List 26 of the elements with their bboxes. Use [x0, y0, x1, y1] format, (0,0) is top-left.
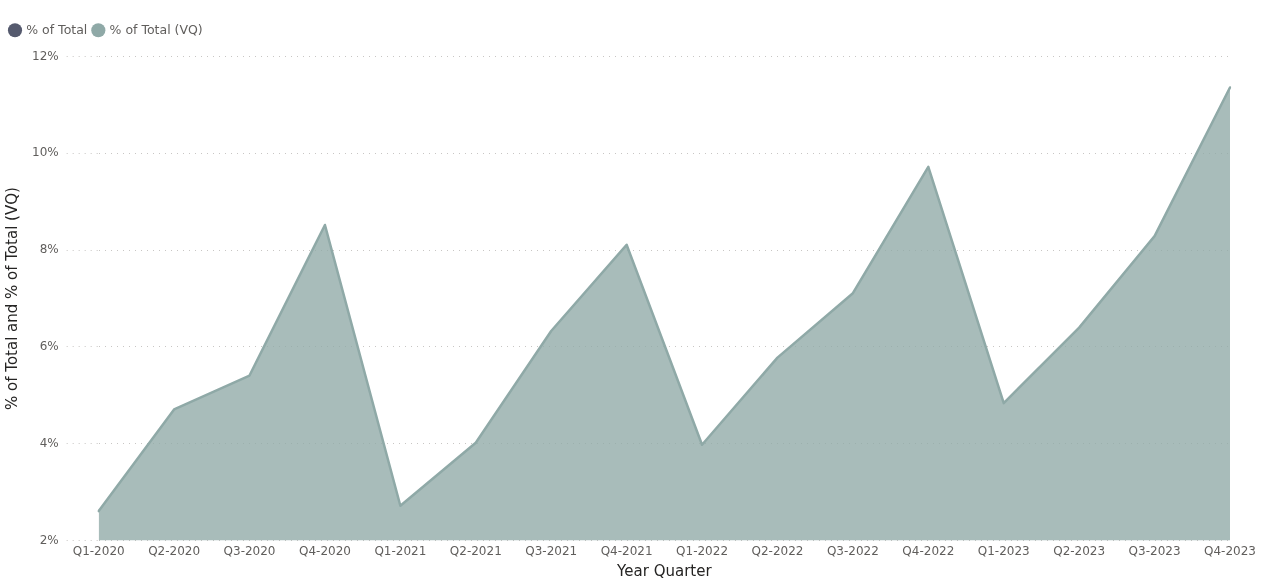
y-axis-title: % of Total and % of Total (VQ) — [2, 187, 21, 410]
x-tick-label: Q3-2022 — [826, 543, 879, 558]
x-tick-label: Q3-2020 — [223, 543, 276, 558]
x-tick-label: Q2-2023 — [1053, 543, 1106, 558]
x-tick-label: Q1-2021 — [374, 543, 427, 558]
y-tick-label: 12% — [32, 48, 59, 63]
legend-label: % of Total — [26, 21, 88, 37]
y-tick-label: 2% — [39, 532, 59, 547]
x-tick-label: Q4-2020 — [298, 543, 351, 558]
x-tick-label: Q2-2022 — [751, 543, 804, 558]
y-tick-label: 6% — [39, 339, 59, 354]
x-tick-label: Q1-2023 — [977, 543, 1030, 558]
y-tick-label: 10% — [32, 145, 59, 160]
x-tick-label: Q3-2021 — [525, 543, 578, 558]
y-tick-label: 8% — [39, 242, 59, 257]
x-tick-label: Q4-2021 — [600, 543, 653, 558]
x-tick-label: Q3-2023 — [1128, 543, 1181, 558]
legend-label: % of Total (VQ) — [109, 21, 203, 37]
x-axis-title: Year Quarter — [616, 561, 713, 580]
x-tick-label: Q1-2022 — [676, 543, 729, 558]
y-tick-label: 4% — [39, 435, 59, 450]
x-tick-label: Q1-2020 — [72, 543, 125, 558]
x-tick-label: Q2-2021 — [449, 543, 502, 558]
x-tick-label: Q4-2022 — [902, 543, 955, 558]
x-tick-label: Q2-2020 — [148, 543, 201, 558]
x-tick-label: Q4-2023 — [1204, 543, 1256, 558]
